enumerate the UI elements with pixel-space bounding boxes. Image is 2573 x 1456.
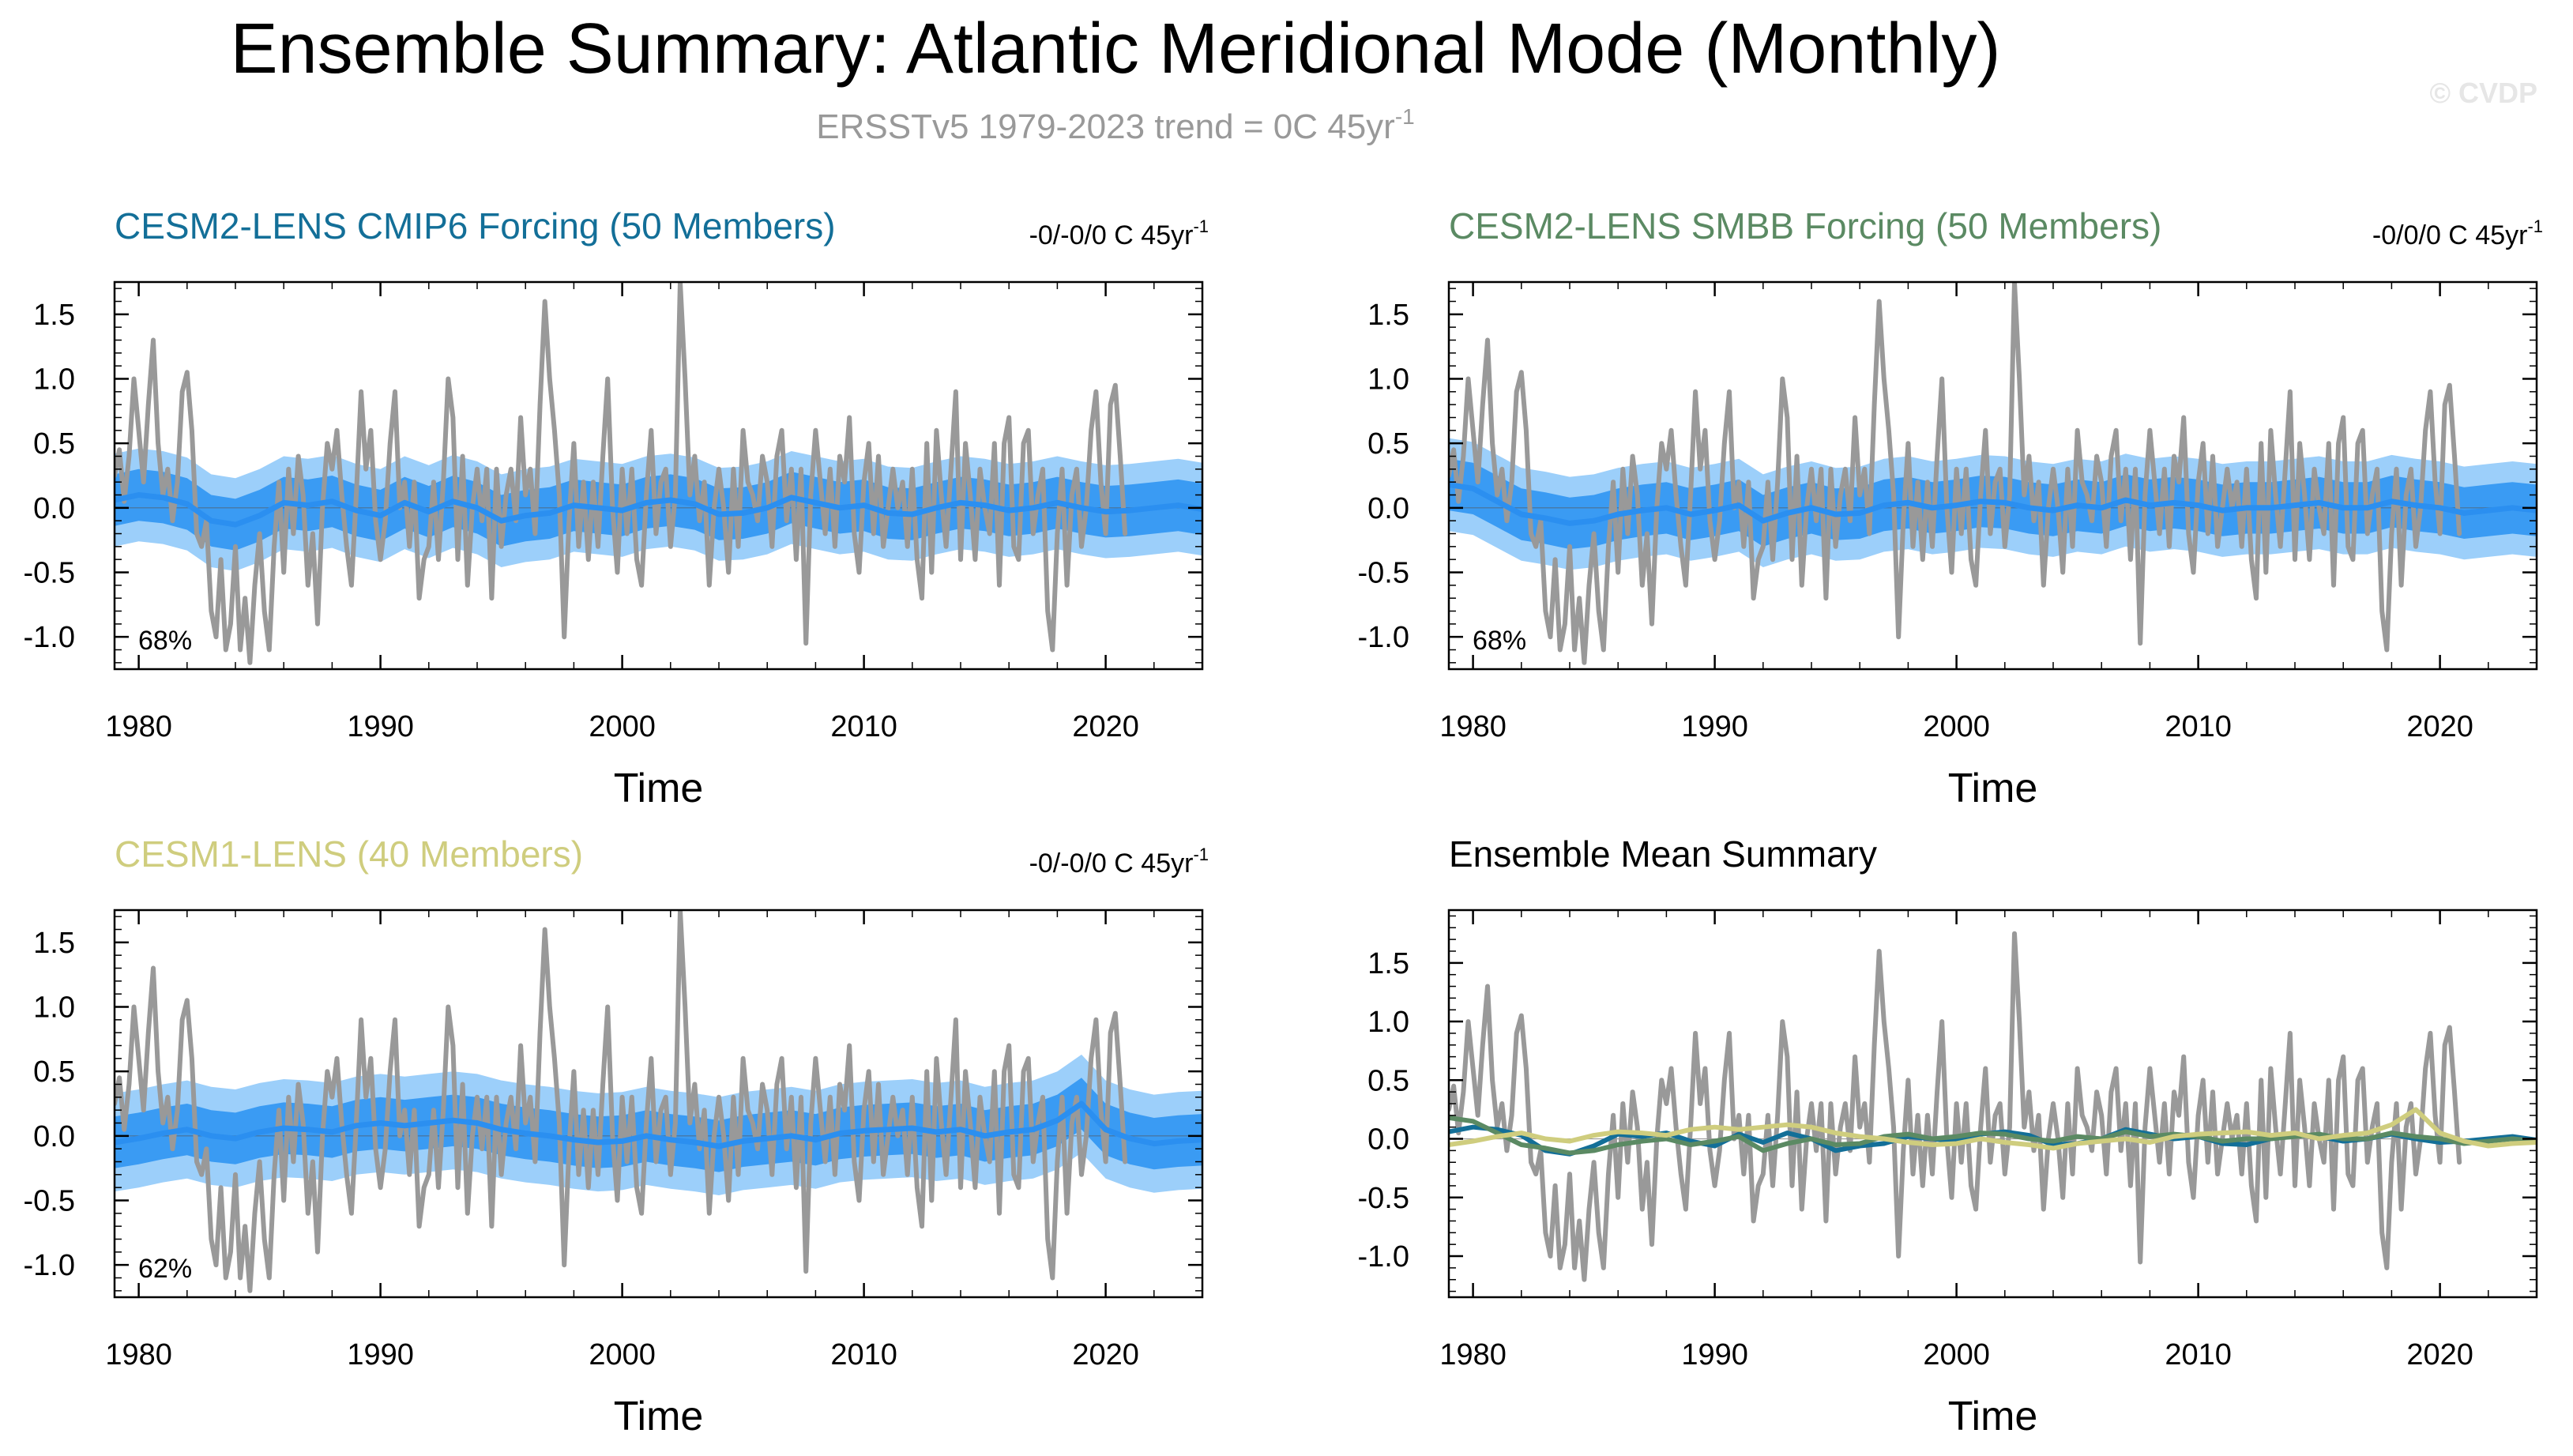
x-tick-label: 2020 (2406, 1338, 2473, 1371)
x-axis-title: Time (614, 766, 704, 811)
plot-frame (1447, 909, 2538, 1299)
subtitle-superscript: -1 (1395, 104, 1415, 129)
ensemble-mean-line (115, 1100, 1202, 1149)
x-tick-label: 2000 (589, 710, 656, 743)
plot-area (115, 282, 1202, 665)
x-tick-label: 1990 (1681, 1338, 1748, 1371)
x-axis-title: Time (614, 1394, 704, 1439)
percent-annotation: 68% (138, 626, 192, 656)
chart-panel-cesm1: -1.0 -0.5 0.0 0.5 1.0 1.5 1980 1990 2000 2010 2020… (24, 833, 1209, 1439)
y-tick-label: 1.5 (33, 927, 75, 960)
observed-series-line (115, 910, 1128, 1293)
y-tick-label: 0.0 (33, 1120, 75, 1153)
y-tick-label: -0.5 (24, 1185, 75, 1218)
summary-series-line-2 (1449, 1107, 2537, 1151)
y-tick-label: 0.5 (33, 1055, 75, 1089)
x-tick-label: 1980 (105, 1338, 172, 1371)
subtitle-main: ERSSTv5 1979-2023 trend = 0C 45yr (816, 107, 1395, 146)
y-tick-label: 0.0 (1367, 1123, 1409, 1157)
y-tick-label: -0.5 (1358, 1182, 1409, 1215)
x-tick-label: 2010 (830, 710, 897, 743)
x-axis-title: Time (1948, 766, 2038, 811)
plot-frame (113, 909, 1204, 1299)
trend-label-main: -0/-0/0 C 45yr (1029, 848, 1194, 878)
y-tick-label: -1.0 (1358, 621, 1409, 654)
trend-label-superscript: -1 (1193, 216, 1209, 236)
plot-area (1449, 931, 2537, 1282)
chart-panel-cesm2_smbb: -1.0 -0.5 0.0 0.5 1.0 1.5 1980 1990 2000 2010 2020… (1358, 205, 2543, 811)
page-subtitle: ERSSTv5 1979-2023 trend = 0C 45yr-1 (816, 104, 1414, 146)
chart-panel-ensemble_mean_summary: -1.0 -0.5 0.0 0.5 1.0 1.5 1980 1990 2000 2010 2020… (1358, 833, 2538, 1439)
x-tick-label: 2020 (2406, 710, 2473, 743)
plot-area (1449, 282, 2537, 665)
y-tick-label: 0.5 (1367, 1064, 1409, 1097)
y-tick-label: 1.5 (1367, 947, 1409, 980)
percent-annotation: 68% (1473, 626, 1526, 656)
x-axis-title: Time (1948, 1394, 2038, 1439)
watermark: © CVDP (2429, 77, 2537, 109)
panel-title: Ensemble Mean Summary (1449, 833, 1877, 875)
y-tick-label: 0.5 (33, 427, 75, 461)
trend-label-main: -0/0/0 C 45yr (2372, 220, 2528, 250)
trend-label-superscript: -1 (1193, 845, 1209, 864)
y-tick-label: 0.0 (1367, 492, 1409, 525)
x-tick-label: 2020 (1072, 1338, 1139, 1371)
observed-series-line (1449, 931, 2462, 1282)
plot-frame (113, 280, 1204, 671)
y-tick-label: 1.0 (33, 363, 75, 397)
y-tick-label: -1.0 (1358, 1240, 1409, 1274)
summary-series-line-1 (1449, 1115, 2537, 1156)
x-tick-label: 2010 (830, 1338, 897, 1371)
x-tick-label: 1980 (105, 710, 172, 743)
observed-series-line (115, 282, 1128, 665)
panel-title: CESM2-LENS SMBB Forcing (50 Members) (1449, 205, 2161, 246)
panel-grid: -1.0 -0.5 0.0 0.5 1.0 1.5 1980 1990 2000 2010 2020… (24, 205, 2543, 1439)
y-tick-label: -1.0 (24, 1249, 75, 1282)
y-tick-label: 1.5 (33, 299, 75, 332)
y-tick-label: 0.5 (1367, 427, 1409, 461)
observed-series-line (1449, 282, 2462, 665)
trend-label: -0/-0/0 C 45yr-1 (1029, 216, 1209, 250)
y-tick-label: 1.0 (33, 991, 75, 1025)
panel-title: CESM1-LENS (40 Members) (115, 833, 583, 875)
y-tick-label: 1.0 (1367, 1006, 1409, 1039)
x-tick-label: 1990 (1681, 710, 1748, 743)
y-tick-label: -0.5 (1358, 557, 1409, 590)
panel-title: CESM2-LENS CMIP6 Forcing (50 Members) (115, 205, 836, 246)
trend-label: -0/0/0 C 45yr-1 (2372, 216, 2543, 250)
chart-panel-cesm2_cmip6: -1.0 -0.5 0.0 0.5 1.0 1.5 1980 1990 2000 2010 2020… (24, 205, 1209, 811)
trend-label-superscript: -1 (2527, 216, 2543, 236)
trend-label: -0/-0/0 C 45yr-1 (1029, 845, 1209, 878)
y-tick-label: 1.5 (1367, 299, 1409, 332)
x-tick-label: 1990 (347, 1338, 414, 1371)
ensemble-mean-line (115, 492, 1202, 528)
page-title: Ensemble Summary: Atlantic Meridional Mo… (231, 9, 2001, 88)
percent-annotation: 62% (138, 1254, 192, 1284)
y-tick-label: 1.0 (1367, 363, 1409, 397)
trend-label-main: -0/-0/0 C 45yr (1029, 220, 1194, 250)
x-tick-label: 1980 (1439, 710, 1507, 743)
x-tick-label: 2020 (1072, 710, 1139, 743)
x-tick-label: 1990 (347, 710, 414, 743)
y-tick-label: -1.0 (24, 621, 75, 654)
x-tick-label: 1980 (1439, 1338, 1507, 1371)
x-tick-label: 2010 (2165, 1338, 2232, 1371)
x-tick-label: 2000 (1923, 710, 1990, 743)
x-tick-label: 2000 (1923, 1338, 1990, 1371)
y-tick-label: 0.0 (33, 492, 75, 525)
plot-area (115, 910, 1202, 1293)
x-tick-label: 2010 (2165, 710, 2232, 743)
plot-frame (1447, 280, 2538, 671)
ensemble-mean-line (1449, 481, 2537, 526)
x-tick-label: 2000 (589, 1338, 656, 1371)
y-tick-label: -0.5 (24, 557, 75, 590)
